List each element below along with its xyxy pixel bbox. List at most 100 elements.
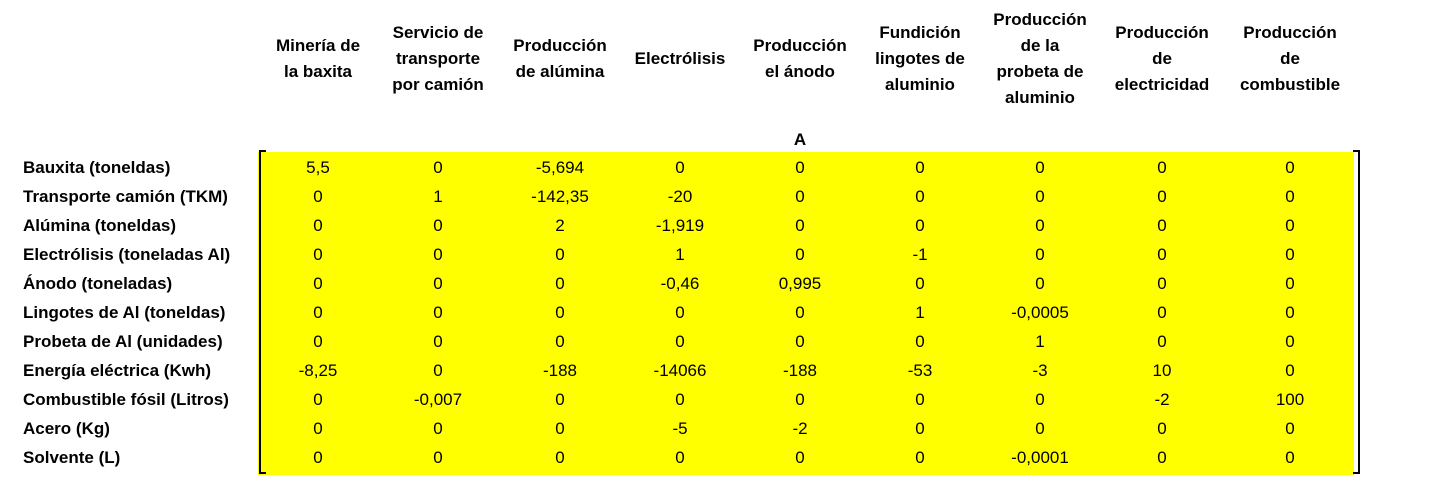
column-header: Producción de la probeta de aluminio [981, 0, 1099, 118]
matrix-cell: 0 [1157, 158, 1167, 177]
matrix-cell: 0 [313, 390, 323, 409]
matrix-cell: 0 [1285, 419, 1295, 438]
column-header-line: por camión [392, 75, 484, 94]
matrix-cell: 0 [1285, 361, 1295, 380]
matrix-cell: 0 [915, 419, 925, 438]
matrix-cell: 0 [1035, 419, 1045, 438]
matrix-cell: -1 [912, 245, 928, 264]
matrix-cell: -0,0001 [1011, 448, 1069, 467]
matrix-cell: 0 [313, 245, 323, 264]
column-header-line: aluminio [885, 75, 955, 94]
matrix-cell: -20 [667, 187, 693, 206]
matrix-cell: 0 [1157, 332, 1167, 351]
matrix-cell: 0 [433, 245, 443, 264]
row-label: Transporte camión (TKM) [23, 187, 228, 206]
matrix-cell: 1 [915, 303, 925, 322]
column-header: Minería de la baxita [263, 0, 373, 118]
matrix-cell: -2 [792, 419, 808, 438]
column-header-line: lingotes de [875, 49, 965, 68]
column-header-line: de [1280, 49, 1300, 68]
matrix-cell: 0 [675, 303, 685, 322]
matrix-cell: 0 [675, 158, 685, 177]
column-header-line: combustible [1239, 75, 1341, 94]
matrix-cell: -0,46 [660, 274, 700, 293]
matrix-cell: 0 [1157, 187, 1167, 206]
matrix-cell: -0,0005 [1011, 303, 1069, 322]
matrix-cell: 0 [1285, 274, 1295, 293]
matrix-cell: 0 [795, 303, 805, 322]
column-header-line: transporte [395, 49, 481, 68]
row-label: Probeta de Al (unidades) [23, 332, 223, 351]
column-header-line: Producción [993, 10, 1087, 29]
matrix-cell: 0 [915, 332, 925, 351]
column-header-text: Producción de alúmina [513, 33, 607, 85]
matrix-cell: 0 [433, 303, 443, 322]
row-label: Bauxita (toneldas) [23, 158, 171, 177]
matrix-cell: 0 [313, 419, 323, 438]
column-header-line: de la [1020, 36, 1060, 55]
matrix-cell: 0 [313, 216, 323, 235]
matrix-cell: 1 [433, 187, 443, 206]
matrix-cell: 10 [1152, 361, 1172, 380]
matrix-label: A [793, 130, 807, 149]
matrix-cell: 0 [1035, 216, 1045, 235]
row-label: Acero (Kg) [23, 419, 110, 438]
column-header-line: la baxita [283, 62, 353, 81]
column-header-line: aluminio [1005, 88, 1075, 107]
matrix-cell: 0 [1157, 448, 1167, 467]
column-header-line: de [1152, 49, 1172, 68]
matrix-cell: 0 [915, 274, 925, 293]
matrix-cell: 0 [795, 216, 805, 235]
matrix-right-bracket [1353, 150, 1360, 474]
matrix-cell: 0 [795, 448, 805, 467]
matrix-cell: 0 [433, 332, 443, 351]
matrix-cell: 0 [433, 448, 443, 467]
matrix-cell: -1,919 [655, 216, 705, 235]
matrix-cell: -5,694 [535, 158, 585, 177]
matrix-cell: 0 [433, 361, 443, 380]
matrix-cell: 0 [433, 158, 443, 177]
matrix-cell: 0 [1157, 303, 1167, 322]
column-header: Fundición lingotes de aluminio [870, 0, 970, 118]
matrix-cell: 0 [1035, 274, 1045, 293]
column-header-text: Producción de la probeta de aluminio [993, 7, 1087, 111]
matrix-cell: 0 [1285, 303, 1295, 322]
matrix-cell: -14066 [653, 361, 707, 380]
matrix-cell: -5 [672, 419, 688, 438]
matrix-cell: 0 [555, 448, 565, 467]
matrix-cell: 0,995 [778, 274, 822, 293]
matrix-cell: 0 [433, 274, 443, 293]
column-header-line: Producción [1115, 23, 1209, 42]
matrix-cell: 0 [915, 158, 925, 177]
row-label: Combustible fósil (Litros) [23, 390, 229, 409]
matrix-cell: 0 [795, 390, 805, 409]
matrix-cell: 0 [915, 216, 925, 235]
matrix-cell: 2 [555, 216, 565, 235]
matrix-highlight [258, 152, 1354, 475]
matrix-cell: 0 [1157, 216, 1167, 235]
matrix-cell: 0 [795, 158, 805, 177]
column-header: Producción de alúmina [501, 0, 619, 118]
column-header: Electrólisis [625, 0, 735, 118]
matrix-left-bracket [259, 150, 266, 474]
column-headers: Minería de la baxita Servicio de transporte… [0, 0, 1440, 130]
matrix-cell: 0 [915, 187, 925, 206]
column-header-line: Fundición [879, 23, 961, 42]
matrix-cell: 0 [675, 390, 685, 409]
matrix-cell: 0 [555, 332, 565, 351]
column-header-text: Fundición lingotes de aluminio [875, 20, 965, 98]
matrix-cell: -2 [1154, 390, 1170, 409]
matrix-cell: 5,5 [306, 158, 330, 177]
matrix-cell: -188 [542, 361, 578, 380]
matrix-cell: 0 [675, 448, 685, 467]
matrix-cell: 0 [1285, 448, 1295, 467]
matrix-cell: 0 [1285, 158, 1295, 177]
matrix-cell: 0 [313, 187, 323, 206]
matrix-cell: 0 [1285, 187, 1295, 206]
matrix-cell: 0 [915, 448, 925, 467]
column-header-line: probeta de [996, 62, 1084, 81]
matrix-cell: 1 [675, 245, 685, 264]
matrix-cell: 0 [555, 274, 565, 293]
matrix-cell: 0 [1035, 158, 1045, 177]
matrix-cell: 0 [1285, 245, 1295, 264]
